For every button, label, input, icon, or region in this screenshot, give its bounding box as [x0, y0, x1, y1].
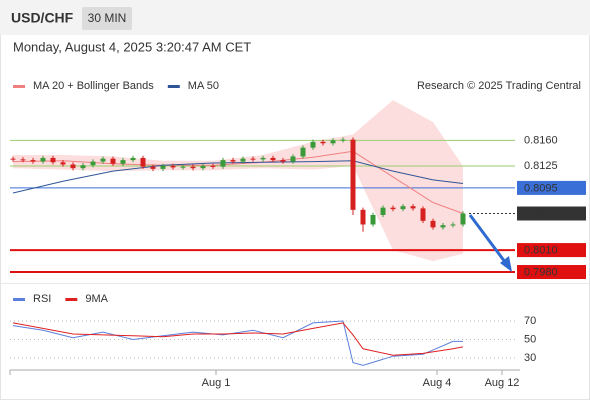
- level-label: 0.8060: [524, 208, 558, 220]
- candle-body: [280, 160, 286, 162]
- x-tick-label: Aug 4: [423, 377, 452, 389]
- timestamp: Monday, August 4, 2025 3:20:47 AM CET: [13, 39, 251, 54]
- symbol: USD/CHF: [11, 10, 74, 26]
- candle-body: [320, 141, 326, 144]
- level-label: 0.8010: [524, 244, 558, 256]
- candle-body: [330, 140, 336, 144]
- candle-body: [200, 165, 206, 169]
- indicator-line: [12, 322, 464, 356]
- level-label-box: [517, 180, 586, 195]
- legend-swatch: [65, 298, 78, 301]
- x-tick-label: Aug 12: [485, 377, 520, 389]
- legend-label: MA 50: [188, 80, 219, 92]
- candle-body: [210, 165, 216, 167]
- candle-body: [190, 166, 196, 169]
- candle-body: [390, 207, 396, 210]
- candle-body: [430, 220, 436, 228]
- candle-body: [460, 213, 466, 225]
- legend-label: 9MA: [85, 293, 108, 305]
- legend-label: MA 20 + Bollinger Bands: [33, 80, 154, 92]
- credit: Research © 2025 Trading Central: [417, 80, 581, 92]
- candle-body: [30, 160, 36, 162]
- candle-body: [270, 157, 276, 161]
- moving-average: [12, 160, 464, 194]
- legend-swatch: [13, 298, 25, 301]
- candle-body: [80, 165, 86, 169]
- candle-body: [440, 225, 446, 228]
- level-label: 0.8095: [524, 182, 558, 194]
- candle-body: [370, 214, 376, 225]
- candle-body: [220, 160, 226, 167]
- candle-body: [250, 158, 256, 160]
- x-tick-label: Aug 1: [202, 377, 231, 389]
- candle-body: [50, 157, 56, 163]
- candle-body: [170, 165, 176, 168]
- level-label-box: [517, 243, 586, 258]
- candle-body: [360, 209, 366, 225]
- level-label: 0.8125: [524, 160, 558, 172]
- candle-body: [240, 158, 246, 162]
- candle-body: [110, 158, 116, 164]
- timeframe[interactable]: 30 MIN: [88, 11, 127, 25]
- level-label-box: [517, 206, 586, 221]
- timeframe-badge[interactable]: [82, 7, 132, 30]
- candle-body: [120, 160, 126, 164]
- candle-body: [40, 157, 46, 162]
- candle-body: [180, 166, 186, 168]
- candle-body: [20, 159, 26, 161]
- candle-body: [10, 158, 16, 160]
- y-tick-label: 30: [524, 352, 536, 364]
- candle-body: [140, 157, 146, 167]
- candle-body: [230, 160, 236, 162]
- candle-body: [450, 224, 456, 226]
- level-label: 0.7980: [524, 266, 558, 278]
- legend-swatch: [167, 85, 180, 88]
- candle-body: [310, 141, 316, 148]
- plot-layer: 0.8160 0.8125 0.8095 0.8060 0.8010 0.7980 MA 2…: [9, 80, 586, 389]
- candle-body: [420, 208, 426, 221]
- candle-body: [340, 139, 346, 141]
- candle-body: [100, 158, 106, 162]
- candle-body: [160, 165, 166, 169]
- y-tick-label: 50: [524, 333, 536, 345]
- candle-body: [130, 157, 136, 161]
- candle-body: [70, 164, 76, 169]
- forecast-arrow: [468, 214, 507, 263]
- candle-body: [260, 157, 266, 160]
- level-label-box: [517, 265, 586, 280]
- forecast-arrowhead: [500, 256, 512, 272]
- level-label: 0.8160: [524, 134, 558, 146]
- candle-body: [410, 206, 416, 209]
- candle-body: [60, 162, 66, 165]
- candle-body: [90, 161, 96, 166]
- candle-body: [400, 206, 406, 210]
- legend-label: RSI: [33, 293, 51, 305]
- candle-body: [290, 156, 296, 162]
- y-tick-label: 70: [524, 315, 536, 327]
- candle-body: [380, 207, 386, 215]
- candle-body: [350, 139, 356, 210]
- candle-body: [150, 166, 156, 169]
- legend-swatch: [13, 85, 25, 88]
- candle-body: [300, 147, 306, 157]
